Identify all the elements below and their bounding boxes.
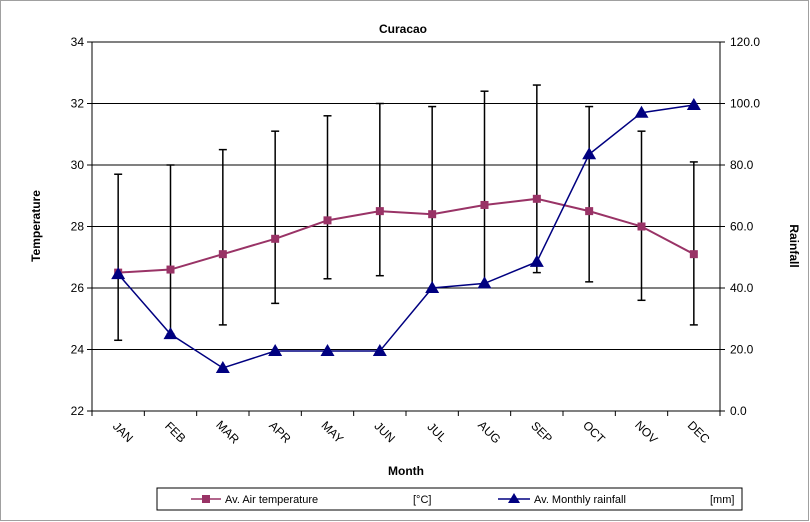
rainfall-series — [111, 98, 701, 373]
rainfall-point — [634, 105, 649, 118]
legend-temp-marker — [202, 495, 210, 503]
temperature-error-bars — [114, 84, 698, 342]
temperature-point — [637, 222, 646, 231]
temperature-point — [689, 250, 698, 259]
y-axis-left-label: Temperature — [29, 190, 43, 262]
x-tick-label: APR — [266, 418, 294, 446]
rainfall-point — [163, 327, 178, 340]
legend-rain-unit: [mm] — [710, 494, 734, 506]
x-axis-ticks: JAN FEB MAR APR MAY JUN JUL AUG SEP OCT NOV DEC — [91, 411, 721, 447]
chart-title: Curacao — [379, 22, 427, 36]
temperature-point — [218, 250, 227, 259]
x-tick-label: MAR — [213, 418, 242, 447]
x-tick-label: MAY — [318, 418, 346, 446]
legend-temp-name: Av. Air temperature — [225, 494, 318, 506]
rainfall-point — [425, 281, 440, 293]
left-axis-ticks: 22 24 26 28 30 32 34 — [71, 35, 92, 418]
x-tick-label: JAN — [110, 419, 136, 445]
legend-rain-name: Av. Monthly rainfall — [534, 494, 626, 506]
left-tick-label: 34 — [71, 35, 85, 49]
left-tick-label: 22 — [71, 404, 85, 418]
right-tick-label: 0.0 — [730, 404, 747, 418]
temperature-point — [166, 265, 175, 274]
temperature-point — [428, 210, 437, 219]
rainfall-line — [117, 104, 694, 369]
right-tick-label: 40.0 — [730, 281, 754, 295]
rainfall-point — [111, 267, 126, 280]
legend-rain-marker — [508, 493, 520, 503]
x-tick-label: NOV — [632, 418, 660, 446]
left-tick-label: 28 — [71, 220, 85, 234]
legend: Av. Air temperature [°C] Av. Monthly rai… — [156, 487, 743, 511]
x-tick-label: OCT — [580, 418, 608, 446]
legend-temp-unit: [°C] — [413, 494, 431, 506]
temperature-point — [323, 216, 332, 225]
right-axis-ticks: 0.0 20.0 40.0 60.0 80.0 100.0 120.0 — [720, 35, 760, 418]
x-tick-label: FEB — [162, 419, 188, 445]
x-tick-label: DEC — [685, 418, 713, 446]
x-axis-label: Month — [388, 464, 424, 478]
right-tick-label: 120.0 — [730, 35, 760, 49]
x-tick-label: JUL — [424, 420, 449, 445]
gridlines — [92, 103, 720, 350]
temperature-line — [118, 197, 695, 274]
x-tick-label: SEP — [528, 419, 555, 446]
left-tick-label: 30 — [71, 158, 85, 172]
left-tick-label: 26 — [71, 281, 85, 295]
x-tick-label: AUG — [475, 418, 503, 446]
left-tick-label: 32 — [71, 97, 85, 111]
right-tick-label: 20.0 — [730, 343, 754, 357]
rainfall-point — [215, 360, 230, 373]
left-tick-label: 24 — [71, 343, 85, 357]
rainfall-point — [320, 344, 335, 357]
temperature-point — [375, 207, 384, 216]
right-tick-label: 80.0 — [730, 158, 754, 172]
y-axis-right-label: Rainfall — [787, 224, 801, 267]
rainfall-point — [372, 344, 387, 357]
rainfall-point — [268, 344, 283, 357]
temperature-point — [271, 234, 280, 243]
legend-box — [156, 487, 743, 511]
rainfall-point — [686, 98, 701, 111]
temperature-series — [114, 194, 698, 277]
x-tick-label: JUN — [371, 419, 397, 445]
rainfall-point — [529, 254, 544, 267]
temperature-point — [532, 194, 541, 203]
temperature-point — [480, 200, 489, 209]
rainfall-point — [477, 276, 492, 289]
right-tick-label: 100.0 — [730, 97, 760, 111]
temperature-point — [585, 207, 594, 216]
rainfall-point — [582, 147, 597, 160]
right-tick-label: 60.0 — [730, 220, 754, 234]
